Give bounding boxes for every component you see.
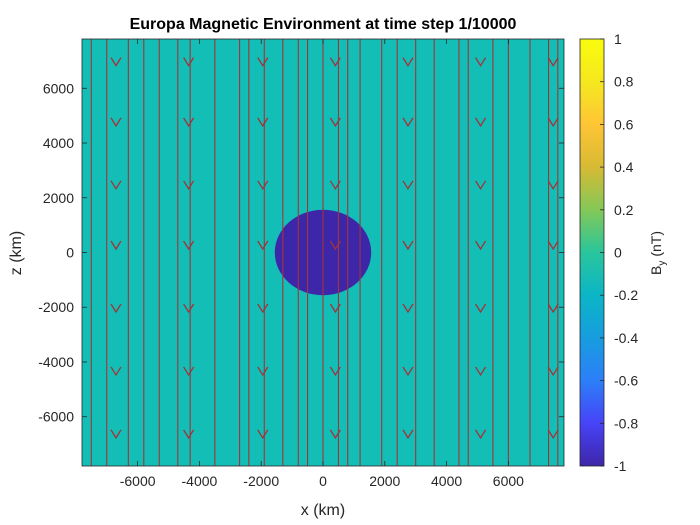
field-arrow	[475, 117, 487, 128]
y-tick-label: -4000	[38, 354, 74, 370]
field-arrow	[257, 180, 269, 191]
colorbar-label-symbol: B	[648, 266, 664, 275]
field-arrow	[547, 366, 559, 377]
y-tick-label: 4000	[43, 135, 74, 151]
colorbar-tick-label: 0.2	[614, 202, 634, 218]
colorbar-label-subscript: y	[657, 261, 668, 266]
field-arrow	[183, 117, 195, 128]
colorbar-tick-label: -0.4	[614, 330, 638, 346]
field-arrow	[110, 57, 122, 67]
x-tick-label: 4000	[431, 473, 462, 489]
y-tick-label: -6000	[38, 409, 74, 425]
field-arrow	[329, 366, 341, 377]
colorbar: 1 0.8 0.6 0.4 0.2 0 -0.2 -0.4 -0.6 -0.8 -1 By (nT)	[579, 31, 668, 474]
colorbar-label: By (nT)	[648, 231, 668, 275]
colorbar-tick-label: 0.6	[614, 116, 634, 132]
field-arrow	[329, 57, 341, 67]
field-arrow	[183, 57, 195, 67]
field-arrow	[547, 117, 559, 128]
y-axis-ticks: 6000 4000 2000 0 -2000 -4000 -6000	[38, 80, 564, 425]
field-arrow	[547, 303, 559, 314]
field-arrow	[547, 429, 559, 440]
field-arrow	[329, 240, 341, 251]
field-arrow	[547, 240, 559, 251]
colorbar-tick-label: 0.8	[614, 74, 634, 90]
field-arrow	[257, 429, 269, 440]
field-arrow	[475, 429, 487, 440]
y-tick-label: 6000	[43, 80, 74, 96]
field-arrow	[257, 366, 269, 377]
field-arrow	[475, 180, 487, 191]
colorbar-tick-label: 1	[614, 31, 622, 47]
field-arrow	[110, 303, 122, 314]
field-arrow	[402, 303, 414, 314]
colorbar-tick-label: 0.4	[614, 159, 634, 175]
field-arrow	[183, 303, 195, 314]
field-arrow	[183, 366, 195, 377]
colorbar-tick-label: -0.2	[614, 287, 638, 303]
field-arrow	[257, 117, 269, 128]
field-arrows	[110, 57, 559, 440]
field-arrow	[183, 429, 195, 440]
y-tick-label: 0	[66, 245, 74, 261]
field-arrow	[547, 57, 559, 67]
field-arrow	[402, 57, 414, 67]
field-arrow	[402, 240, 414, 251]
field-arrow	[183, 240, 195, 251]
field-arrow	[329, 117, 341, 128]
colorbar-ticks: 1 0.8 0.6 0.4 0.2 0 -0.2 -0.4 -0.6 -0.8 -1	[600, 31, 638, 474]
field-arrow	[475, 366, 487, 377]
x-axis-label: x (km)	[301, 502, 345, 519]
field-arrow	[329, 303, 341, 314]
x-tick-label: 2000	[369, 473, 400, 489]
field-arrow	[402, 366, 414, 377]
field-arrow	[110, 366, 122, 377]
x-tick-label: -6000	[120, 473, 156, 489]
field-arrow	[329, 429, 341, 440]
colorbar-tick-label: -1	[614, 458, 627, 474]
colorbar-tick-label: -0.8	[614, 415, 638, 431]
field-arrow	[475, 240, 487, 251]
colorbar-label-unit: (nT)	[648, 231, 664, 257]
y-tick-label: -2000	[38, 299, 74, 315]
x-axis-ticks: -6000 -4000 -2000 0 2000 4000 6000	[120, 39, 524, 489]
x-tick-label: 0	[319, 473, 327, 489]
field-arrow	[110, 117, 122, 128]
field-arrow	[110, 429, 122, 440]
colorbar-tick-label: 0	[614, 245, 622, 261]
field-arrow	[329, 180, 341, 191]
x-tick-label: -2000	[243, 473, 279, 489]
field-arrow	[402, 180, 414, 191]
field-arrow	[402, 117, 414, 128]
y-axis-label: z (km)	[8, 231, 25, 275]
field-arrow	[257, 303, 269, 314]
field-arrow	[547, 180, 559, 191]
field-lines	[90, 39, 559, 466]
colorbar-tick-label: -0.6	[614, 373, 638, 389]
field-arrow	[183, 180, 195, 191]
field-arrow	[110, 240, 122, 251]
field-arrow	[257, 240, 269, 251]
x-tick-label: -4000	[182, 473, 218, 489]
field-arrow	[475, 57, 487, 67]
field-arrow	[257, 57, 269, 67]
x-tick-label: 6000	[493, 473, 524, 489]
plot-area	[81, 38, 565, 467]
field-arrow	[110, 180, 122, 191]
field-arrow	[475, 303, 487, 314]
chart-title: Europa Magnetic Environment at time step…	[130, 16, 517, 33]
field-arrow	[402, 429, 414, 440]
y-tick-label: 2000	[43, 190, 74, 206]
